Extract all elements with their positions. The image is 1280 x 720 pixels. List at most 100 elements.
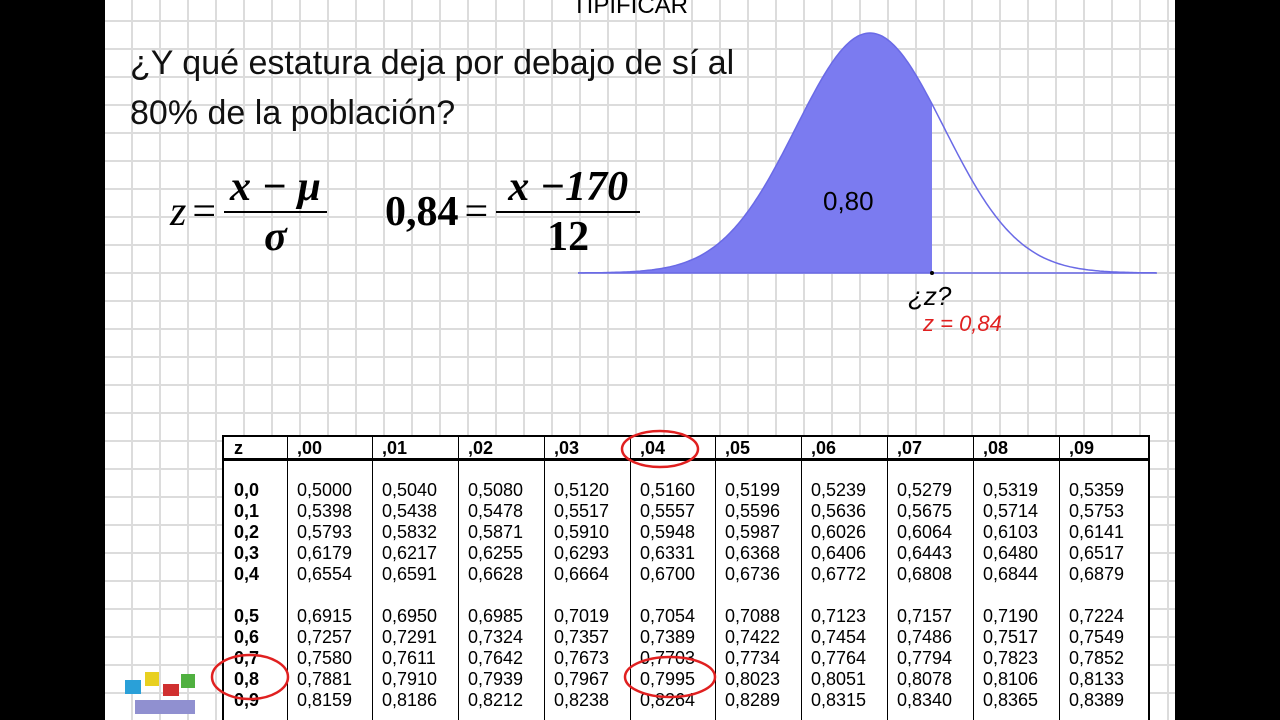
- formula-relation: =: [192, 189, 217, 235]
- table-cell: 0,7794: [897, 648, 953, 668]
- table-cell: 0,5478: [468, 501, 524, 521]
- table-cell: 0,6736: [725, 564, 781, 584]
- formula-lhs: z: [170, 189, 187, 235]
- table-cell: 0,7580: [297, 648, 353, 668]
- table-cell: 0,5319: [983, 480, 1039, 500]
- table-cell: 0,6026: [811, 522, 867, 542]
- table-cell: 0,7019: [554, 606, 610, 626]
- table-cell: 0,5987: [725, 522, 781, 542]
- table-cell: 0,7995: [640, 669, 696, 689]
- table-cell: 0,8106: [983, 669, 1039, 689]
- fraction: x − μ σ: [224, 163, 327, 261]
- table-cell: 0,8340: [897, 690, 953, 710]
- table-cell: 0,6179: [297, 543, 353, 563]
- table-cell: 0,8186: [382, 690, 438, 710]
- column-line: [458, 437, 459, 720]
- table-cell: 0,6480: [983, 543, 1039, 563]
- table-cell: 0,7454: [811, 627, 867, 647]
- table-cell: 0,5832: [382, 522, 438, 542]
- question-line: 80% de la población?: [130, 94, 456, 132]
- header-cell: ,00: [297, 438, 323, 458]
- column-line: [1059, 437, 1060, 720]
- formula-relation: =: [464, 189, 489, 235]
- header-cell: ,09: [1069, 438, 1095, 458]
- area-label: 0,80: [823, 186, 874, 216]
- header-cell: z: [234, 438, 243, 458]
- table-cell: 0,6368: [725, 543, 781, 563]
- table-cell: 0,6591: [382, 564, 438, 584]
- numerator: x −170: [496, 163, 641, 213]
- table-cell: 0,6628: [468, 564, 524, 584]
- table-cell: 0,5910: [554, 522, 610, 542]
- formula: z = x − μ σ: [170, 163, 327, 261]
- table-cell: 0,8078: [897, 669, 953, 689]
- table-cell: 0,6879: [1069, 564, 1125, 584]
- table-cell: 0,8365: [983, 690, 1039, 710]
- table-cell: 0,5000: [297, 480, 353, 500]
- table-cell: 0,7549: [1069, 627, 1125, 647]
- table-cell: 0,5871: [468, 522, 524, 542]
- table-cell: 0,6443: [897, 543, 953, 563]
- table-cell: 0,8238: [554, 690, 610, 710]
- table-cell: 0,6331: [640, 543, 696, 563]
- numerator: x − μ: [224, 163, 327, 213]
- table-cell: 0,5438: [382, 501, 438, 521]
- question-line: ¿Y qué estatura deja por debajo de sí al: [130, 44, 735, 82]
- table-cell: 0,7910: [382, 669, 438, 689]
- table-cell: 0,7642: [468, 648, 524, 668]
- table-cell: 0,6700: [640, 564, 696, 584]
- table-cell: 0,7357: [554, 627, 610, 647]
- z-table: z ,00 ,01 ,02 ,03 ,04 ,05 ,06 ,07 ,08 ,09 0,0 0,5000…: [222, 435, 1150, 720]
- z-label: ¿z?: [908, 281, 952, 311]
- slide: TIPIFICAR ¿Y qué estatura deja por debaj…: [105, 0, 1175, 720]
- row-label: 0,6: [234, 627, 260, 647]
- table-cell: 0,6141: [1069, 522, 1125, 542]
- column-line: [287, 437, 288, 720]
- row-label: 0,1: [234, 501, 260, 521]
- table-cell: 0,7611: [382, 648, 436, 668]
- table-cell: 0,7088: [725, 606, 781, 626]
- formula-lhs: 0,84: [385, 189, 459, 235]
- row-label: 0,4: [234, 564, 260, 584]
- column-line: [544, 437, 545, 720]
- table-cell: 0,5080: [468, 480, 524, 500]
- header-cell: ,02: [468, 438, 494, 458]
- table-cell: 0,8023: [725, 669, 781, 689]
- table-cell: 0,8389: [1069, 690, 1125, 710]
- table-cell: 0,5279: [897, 480, 953, 500]
- z-point: [930, 271, 934, 275]
- table-cell: 0,5636: [811, 501, 867, 521]
- table-cell: 0,8289: [725, 690, 781, 710]
- table-cell: 0,7881: [297, 669, 353, 689]
- table-cell: 0,7190: [983, 606, 1039, 626]
- table-cell: 0,7324: [468, 627, 524, 647]
- table-cell: 0,6985: [468, 606, 524, 626]
- header-cell: ,04: [640, 438, 666, 458]
- table-cell: 0,5359: [1069, 480, 1125, 500]
- table-cell: 0,5199: [725, 480, 781, 500]
- table-cell: 0,6772: [811, 564, 867, 584]
- table-cell: 0,5239: [811, 480, 867, 500]
- table-cell: 0,8051: [811, 669, 867, 689]
- table-cell: 0,6844: [983, 564, 1039, 584]
- table-cell: 0,7764: [811, 648, 867, 668]
- row-label: 0,8: [234, 669, 260, 689]
- row-label: 0,7: [234, 648, 260, 668]
- table-cell: 0,7939: [468, 669, 524, 689]
- table-cell: 0,7517: [983, 627, 1039, 647]
- table-cell: 0,6554: [297, 564, 353, 584]
- table-cell: 0,6103: [983, 522, 1039, 542]
- table-cell: 0,7224: [1069, 606, 1125, 626]
- table-cell: 0,5753: [1069, 501, 1125, 521]
- table-cell: 0,8212: [468, 690, 524, 710]
- formula: 0,84 = x −170 12: [385, 163, 641, 261]
- shaded-area: [578, 33, 932, 273]
- answer: z = 0,84: [923, 311, 1002, 336]
- curve-drawing: [578, 32, 1157, 275]
- table-cell: 0,6064: [897, 522, 953, 542]
- table-cell: 0,5596: [725, 501, 781, 521]
- denominator: σ: [264, 214, 287, 260]
- table-cell: 0,7054: [640, 606, 696, 626]
- table-cell: 0,6664: [554, 564, 610, 584]
- denominator: 12: [547, 214, 590, 260]
